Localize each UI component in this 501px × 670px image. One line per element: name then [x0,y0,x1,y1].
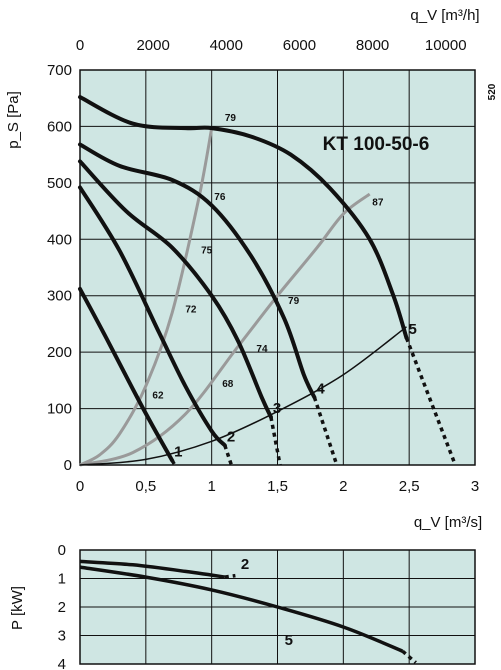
x2-tick-label: 6000 [283,37,316,54]
x2-tick-label: 2000 [136,37,169,54]
side-label: 520 [487,83,498,100]
power-y-axis-label: P [kW] [9,586,26,630]
x-tick-label: 1,5 [267,478,288,495]
y-tick-label: 500 [47,175,72,192]
y-tick-label: 200 [47,344,72,361]
x2-tick-label: 10000 [425,37,467,54]
fan-curve-dashed-5 [404,337,457,466]
x2-tick-label: 0 [76,37,84,54]
fan-curve-dashed-3 [269,416,282,466]
power-y-tick-label: 2 [58,599,66,616]
curve-label-1: 1 [174,443,182,460]
power-curve-2 [79,559,226,579]
power-curve-label-5: 5 [285,632,293,649]
y-tick-label: 600 [47,118,72,135]
efficiency-label: 75 [201,245,213,256]
fan-curve-dashed-1 [170,459,177,466]
system-curve [79,326,407,466]
efficiency-label: 74 [256,344,268,355]
power-y-tick-label: 4 [58,656,66,670]
efficiency-label: 62 [152,390,164,401]
efficiency-label: 79 [288,296,300,307]
x-tick-label: 1 [207,478,215,495]
efficiency-curve [79,192,371,467]
fan-curve-5 [78,95,409,340]
efficiency-label: 79 [225,113,237,124]
power-plot-frame [79,549,476,665]
fan-curve-2 [78,185,227,448]
plot-frame [79,69,476,466]
curve-label-2: 2 [227,428,235,445]
fan-curve-4 [78,142,317,400]
x-tick-label: 0 [76,478,84,495]
power-y-tick-label: 1 [58,571,66,588]
fan-curve-dashed-2 [223,444,234,466]
power-y-tick-label: 0 [58,542,66,559]
x-tick-label: 2,5 [399,478,420,495]
fan-curve-3 [78,159,273,419]
power-curve-label-2: 2 [241,556,249,573]
fan-curve-1 [78,286,175,463]
y-tick-label: 100 [47,401,72,418]
curve-label-4: 4 [316,380,325,397]
x2-axis-label: q_V [m³/h] [410,7,479,24]
y-tick-label: 400 [47,231,72,248]
efficiency-label: 68 [222,379,234,390]
efficiency-label: 87 [372,197,384,208]
x-tick-label: 2 [339,478,347,495]
y-tick-label: 300 [47,288,72,305]
chart-title: KT 100-50-6 [323,134,430,155]
power-y-tick-label: 3 [58,628,66,645]
efficiency-curve [79,127,214,467]
y-axis-label: p_S [Pa] [5,91,22,149]
y-tick-label: 700 [47,62,72,79]
x-tick-label: 3 [471,478,479,495]
x2-tick-label: 4000 [210,37,243,54]
y-tick-label: 0 [64,457,72,474]
fan-curve-dashed-4 [312,396,339,466]
power-curve-5 [79,565,404,653]
power-curve-dashed-2 [224,573,236,579]
x2-tick-label: 8000 [356,37,389,54]
curve-label-5: 5 [409,321,417,338]
power-curve-dashed-5 [401,649,417,664]
efficiency-label: 72 [185,305,197,316]
x-tick-label: 0,5 [135,478,156,495]
efficiency-label: 76 [214,192,226,203]
x-axis-label: q_V [m³/s] [414,514,482,531]
curve-label-3: 3 [273,400,281,417]
